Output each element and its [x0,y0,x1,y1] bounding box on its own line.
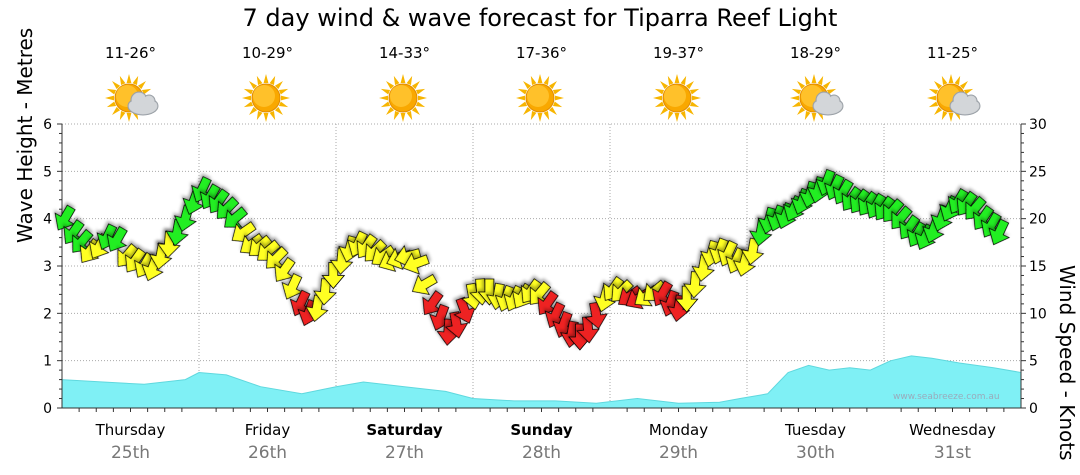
y-right-tick-label: 0 [1029,401,1038,417]
sun-icon [375,72,435,124]
date-label: 31st [933,443,972,463]
y-left-tick-label: 0 [43,401,52,417]
day-label: Wednesday [909,421,996,439]
wind-arrow-red [584,301,608,330]
wind-arrow-red [444,311,469,339]
sun-cloud-icon [101,72,161,124]
wind-arrows [54,168,1011,351]
y-right-tick-label: 25 [1029,164,1047,180]
grid-lines [62,123,1021,408]
date-label: 29th [658,443,699,463]
wind-arrow-green [988,218,1011,246]
date-label: 28th [521,443,562,463]
sun-icon [512,72,572,124]
day-temperature: 17-36° [515,44,568,62]
chart-title: 7 day wind & wave forecast for Tiparra R… [242,4,838,32]
day-label: Saturday [366,421,443,439]
watermark: www.seabreeze.com.au [893,392,1000,402]
y-right-tick-label: 15 [1029,259,1047,275]
y-left-axis-label: Wave Height - Metres [13,27,37,243]
day-label: Thursday [95,421,166,439]
day-temperature: 11-25° [926,44,979,62]
y-right-tick-label: 30 [1029,117,1047,133]
date-label: 30th [795,443,836,463]
wind-arrow-yellow [411,273,438,295]
day-temperature: 18-29° [789,44,842,62]
day-label: Friday [244,421,291,439]
day-label: Sunday [510,421,573,439]
day-temperature: 11-26° [104,44,157,62]
day-temperature: 19-37° [652,44,705,62]
y-right-tick-label: 10 [1029,306,1047,322]
y-right-tick-label: 5 [1029,354,1038,370]
y-right-tick-label: 20 [1029,212,1047,228]
day-label: Tuesday [784,421,847,439]
sun-cloud-icon [786,72,846,124]
y-left-tick-label: 5 [43,164,52,180]
wind-arrow-green [54,204,76,231]
y-left-tick-label: 3 [43,259,52,275]
y-left-tick-label: 4 [43,212,52,228]
wind-arrow-yellow [402,252,430,275]
wind-arrow-green [224,206,249,228]
sun-cloud-icon [923,72,983,124]
day-label: Monday [648,421,709,439]
wind-arrow-green [106,225,128,252]
date-label: 27th [384,443,425,463]
axes: 0 1 2 3 4 5 6 0 5 10 15 20 25 30 [43,117,1047,417]
y-left-tick-label: 2 [43,306,52,322]
sun-icon [649,72,709,124]
date-label: 25th [110,443,151,463]
y-left-tick-label: 6 [43,117,52,133]
date-label: 26th [247,443,288,463]
y-right-axis-label: Wind Speed - Knots [1055,265,1079,461]
wave-height-area [61,355,1022,409]
y-left-tick-label: 1 [43,354,52,370]
sun-icon [238,72,298,124]
day-temperature: 14-33° [378,44,431,62]
day-temperature: 10-29° [241,44,294,62]
